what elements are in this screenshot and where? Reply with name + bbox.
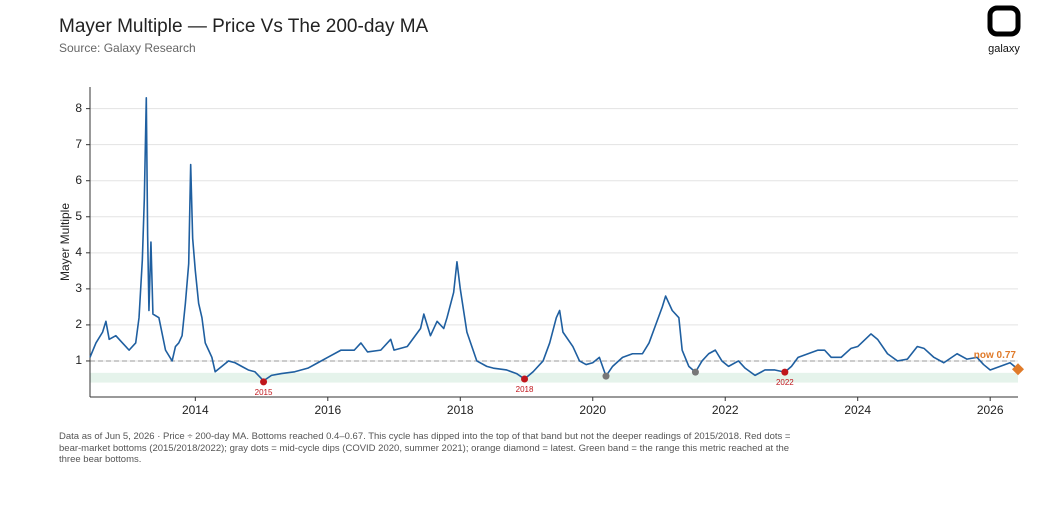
x-tick-label: 2014	[182, 403, 209, 417]
x-tick-label: 2018	[447, 403, 474, 417]
bottom-marker	[781, 368, 789, 376]
y-tick-label: 6	[75, 173, 82, 187]
bottom-label: 2015	[255, 388, 273, 397]
logo-text: galaxy	[988, 43, 1020, 55]
x-tick-label: 2022	[712, 403, 739, 417]
logo-icon	[987, 5, 1021, 37]
chart-subtitle: Source: Galaxy Research	[59, 41, 196, 55]
bottom-label: 2022	[776, 378, 794, 387]
y-tick-label: 5	[75, 209, 82, 223]
x-tick-label: 2020	[579, 403, 606, 417]
x-tick-label: 2024	[844, 403, 871, 417]
y-tick-label: 2	[75, 317, 82, 331]
bottom-marker	[260, 378, 268, 386]
y-axis-label: Mayer Multiple	[58, 203, 72, 281]
bottom-label: 2018	[516, 385, 534, 394]
chart-title: Mayer Multiple — Price Vs The 200-day MA	[59, 16, 429, 37]
x-tick-label: 2016	[314, 403, 341, 417]
latest-label: now 0.77	[974, 350, 1017, 361]
bottom-marker	[521, 375, 529, 383]
y-tick-label: 4	[75, 245, 82, 259]
latest-marker	[1012, 363, 1024, 376]
y-tick-label: 3	[75, 281, 82, 295]
footnote: Data as of Jun 5, 2026 · Price ÷ 200-day…	[59, 431, 791, 465]
bottom-band	[90, 372, 1018, 383]
chart: Mayer Multiple — Price Vs The 200-day MA…	[58, 5, 1024, 417]
y-tick-label: 1	[75, 353, 82, 367]
x-tick-label: 2026	[977, 403, 1004, 417]
y-tick-label: 7	[75, 137, 82, 151]
bottom-marker	[691, 368, 699, 376]
series-line	[89, 97, 1019, 382]
bottom-marker	[602, 372, 610, 380]
y-tick-label: 8	[75, 101, 82, 115]
